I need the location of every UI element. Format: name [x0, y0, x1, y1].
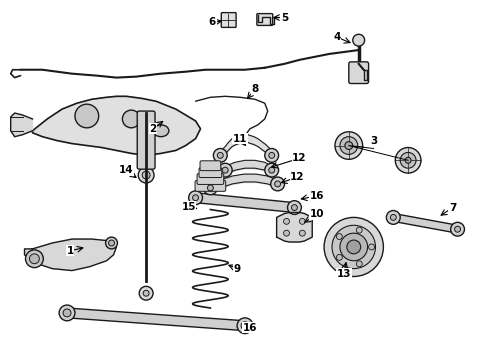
Text: 14: 14	[119, 165, 134, 175]
Text: 2: 2	[149, 124, 157, 134]
Circle shape	[138, 167, 154, 183]
Circle shape	[203, 181, 218, 195]
FancyBboxPatch shape	[195, 180, 226, 191]
Circle shape	[142, 171, 150, 179]
Polygon shape	[392, 213, 458, 233]
Text: 7: 7	[449, 203, 456, 212]
Text: 16: 16	[243, 323, 257, 333]
Text: 16: 16	[310, 191, 324, 201]
Circle shape	[275, 181, 281, 187]
Circle shape	[451, 222, 465, 236]
Text: 5: 5	[281, 13, 288, 23]
Circle shape	[395, 148, 421, 173]
Circle shape	[75, 104, 98, 128]
Circle shape	[237, 318, 253, 334]
Circle shape	[269, 152, 275, 158]
Circle shape	[340, 137, 358, 154]
Circle shape	[213, 148, 227, 162]
Circle shape	[106, 237, 118, 249]
Polygon shape	[67, 308, 245, 330]
Circle shape	[189, 191, 202, 204]
Text: 12: 12	[290, 172, 305, 182]
Circle shape	[340, 233, 368, 261]
Circle shape	[299, 219, 305, 224]
Circle shape	[356, 261, 362, 267]
Circle shape	[356, 227, 362, 233]
Circle shape	[218, 152, 223, 158]
FancyBboxPatch shape	[349, 62, 368, 84]
Circle shape	[288, 201, 301, 215]
Circle shape	[335, 132, 363, 159]
Circle shape	[337, 234, 343, 239]
Circle shape	[222, 167, 228, 173]
Text: 15: 15	[181, 202, 196, 212]
Text: 13: 13	[337, 269, 351, 279]
Circle shape	[63, 309, 71, 317]
Circle shape	[193, 195, 198, 201]
Circle shape	[324, 217, 383, 276]
Polygon shape	[11, 113, 32, 137]
Circle shape	[25, 250, 43, 267]
Circle shape	[299, 230, 305, 236]
FancyBboxPatch shape	[137, 111, 155, 169]
Circle shape	[284, 230, 290, 236]
Text: 4: 4	[333, 32, 341, 42]
Circle shape	[269, 167, 275, 173]
Polygon shape	[277, 212, 312, 242]
Circle shape	[270, 177, 285, 191]
Text: 11: 11	[233, 134, 247, 144]
FancyBboxPatch shape	[221, 13, 236, 27]
Polygon shape	[24, 239, 117, 271]
Text: 1: 1	[66, 246, 74, 256]
Circle shape	[122, 110, 140, 128]
Circle shape	[347, 240, 361, 254]
Circle shape	[387, 211, 400, 224]
Circle shape	[139, 286, 153, 300]
Circle shape	[219, 163, 232, 177]
Circle shape	[332, 225, 375, 269]
FancyBboxPatch shape	[257, 14, 272, 26]
Circle shape	[292, 204, 297, 211]
Circle shape	[391, 215, 396, 220]
Circle shape	[368, 244, 374, 250]
Circle shape	[265, 163, 279, 177]
FancyBboxPatch shape	[197, 174, 224, 184]
FancyBboxPatch shape	[200, 161, 221, 171]
Circle shape	[207, 185, 213, 191]
Text: 9: 9	[234, 264, 241, 274]
FancyBboxPatch shape	[199, 168, 222, 177]
Circle shape	[345, 141, 353, 149]
Text: 6: 6	[209, 18, 216, 27]
Polygon shape	[32, 96, 200, 156]
Circle shape	[59, 305, 75, 321]
Circle shape	[29, 254, 39, 264]
Circle shape	[400, 152, 416, 168]
Circle shape	[337, 255, 343, 260]
Ellipse shape	[153, 125, 169, 137]
Circle shape	[405, 157, 411, 163]
Circle shape	[241, 322, 249, 330]
Circle shape	[455, 226, 461, 232]
Circle shape	[109, 240, 115, 246]
Circle shape	[143, 290, 149, 296]
Circle shape	[353, 34, 365, 46]
Circle shape	[284, 219, 290, 224]
Text: 3: 3	[370, 136, 377, 145]
Text: 8: 8	[251, 84, 259, 94]
Text: 12: 12	[292, 153, 307, 163]
Circle shape	[265, 148, 279, 162]
Text: 10: 10	[310, 210, 324, 220]
Polygon shape	[195, 193, 295, 212]
